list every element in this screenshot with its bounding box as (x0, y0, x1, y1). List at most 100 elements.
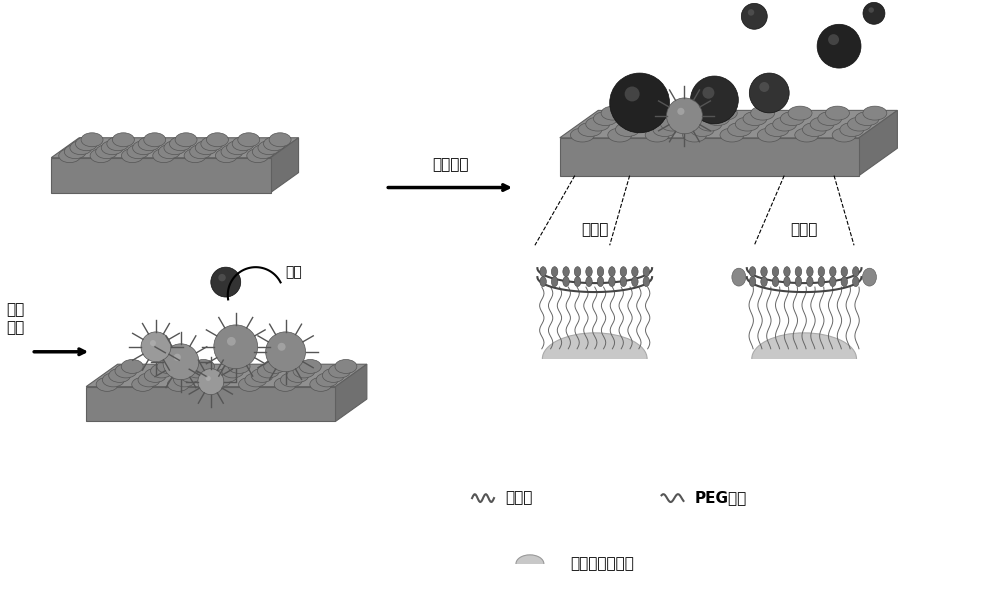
Circle shape (266, 332, 306, 371)
Ellipse shape (563, 266, 569, 277)
Ellipse shape (863, 106, 887, 120)
Ellipse shape (239, 378, 261, 392)
Ellipse shape (216, 368, 237, 382)
Circle shape (218, 274, 226, 282)
Polygon shape (86, 364, 367, 387)
Ellipse shape (127, 144, 149, 158)
Ellipse shape (180, 368, 202, 382)
Ellipse shape (310, 378, 332, 392)
Ellipse shape (232, 137, 254, 151)
Ellipse shape (221, 144, 243, 158)
Text: 细胞捕获: 细胞捕获 (432, 158, 468, 172)
Ellipse shape (645, 128, 669, 142)
Ellipse shape (586, 277, 592, 287)
Circle shape (278, 343, 286, 351)
Ellipse shape (623, 117, 647, 131)
Ellipse shape (252, 144, 274, 158)
Ellipse shape (247, 149, 269, 163)
Ellipse shape (184, 149, 206, 163)
Circle shape (868, 7, 874, 13)
Ellipse shape (258, 141, 280, 155)
Ellipse shape (540, 266, 546, 277)
Polygon shape (515, 564, 545, 576)
Ellipse shape (751, 106, 775, 120)
Ellipse shape (597, 277, 604, 287)
Ellipse shape (597, 266, 604, 277)
Ellipse shape (749, 266, 756, 277)
Ellipse shape (676, 106, 700, 120)
Ellipse shape (115, 364, 137, 378)
Ellipse shape (825, 106, 849, 120)
Ellipse shape (203, 378, 225, 392)
Ellipse shape (802, 123, 826, 137)
Ellipse shape (264, 359, 286, 373)
Ellipse shape (138, 137, 160, 151)
Ellipse shape (706, 112, 730, 126)
Ellipse shape (132, 378, 154, 392)
Ellipse shape (157, 359, 179, 373)
Circle shape (863, 2, 885, 24)
Ellipse shape (757, 128, 781, 142)
Ellipse shape (551, 266, 558, 277)
Ellipse shape (830, 266, 836, 277)
Ellipse shape (201, 137, 223, 151)
Ellipse shape (96, 144, 118, 158)
Ellipse shape (713, 106, 737, 120)
Ellipse shape (138, 373, 160, 387)
Ellipse shape (175, 133, 197, 147)
Ellipse shape (735, 117, 759, 131)
Circle shape (214, 325, 258, 368)
Ellipse shape (245, 373, 267, 387)
Text: 淡汰: 淡汰 (286, 265, 302, 279)
Polygon shape (271, 138, 299, 192)
Ellipse shape (840, 123, 864, 137)
Text: 血细胞: 血细胞 (581, 222, 608, 237)
Ellipse shape (107, 137, 129, 151)
Ellipse shape (698, 117, 722, 131)
Ellipse shape (732, 268, 746, 286)
Circle shape (759, 82, 769, 92)
Ellipse shape (853, 277, 859, 287)
Ellipse shape (632, 266, 638, 277)
Ellipse shape (322, 368, 344, 382)
Circle shape (667, 98, 702, 134)
Polygon shape (51, 138, 299, 158)
Ellipse shape (683, 128, 707, 142)
Ellipse shape (807, 266, 813, 277)
Ellipse shape (830, 277, 836, 287)
Ellipse shape (586, 266, 592, 277)
Ellipse shape (121, 359, 143, 373)
Ellipse shape (752, 333, 857, 385)
Ellipse shape (206, 133, 228, 147)
Ellipse shape (593, 112, 617, 126)
Ellipse shape (251, 368, 273, 382)
Ellipse shape (631, 112, 655, 126)
Circle shape (741, 4, 767, 29)
Ellipse shape (772, 266, 779, 277)
Ellipse shape (190, 144, 212, 158)
Ellipse shape (551, 277, 558, 287)
Polygon shape (51, 158, 271, 192)
Ellipse shape (64, 144, 86, 158)
Ellipse shape (170, 137, 191, 151)
Ellipse shape (195, 141, 217, 155)
Ellipse shape (287, 368, 309, 382)
Polygon shape (335, 364, 367, 421)
Ellipse shape (264, 137, 285, 151)
Ellipse shape (855, 112, 879, 126)
Circle shape (150, 340, 156, 346)
Ellipse shape (643, 277, 650, 287)
Circle shape (625, 87, 640, 101)
Ellipse shape (749, 277, 756, 287)
Ellipse shape (153, 149, 175, 163)
Ellipse shape (222, 364, 244, 378)
Ellipse shape (578, 123, 602, 137)
Polygon shape (744, 359, 864, 388)
Circle shape (174, 354, 181, 361)
Ellipse shape (615, 123, 639, 137)
Ellipse shape (784, 277, 790, 287)
Ellipse shape (102, 373, 124, 387)
Ellipse shape (144, 133, 166, 147)
Ellipse shape (228, 359, 250, 373)
Circle shape (748, 9, 754, 16)
